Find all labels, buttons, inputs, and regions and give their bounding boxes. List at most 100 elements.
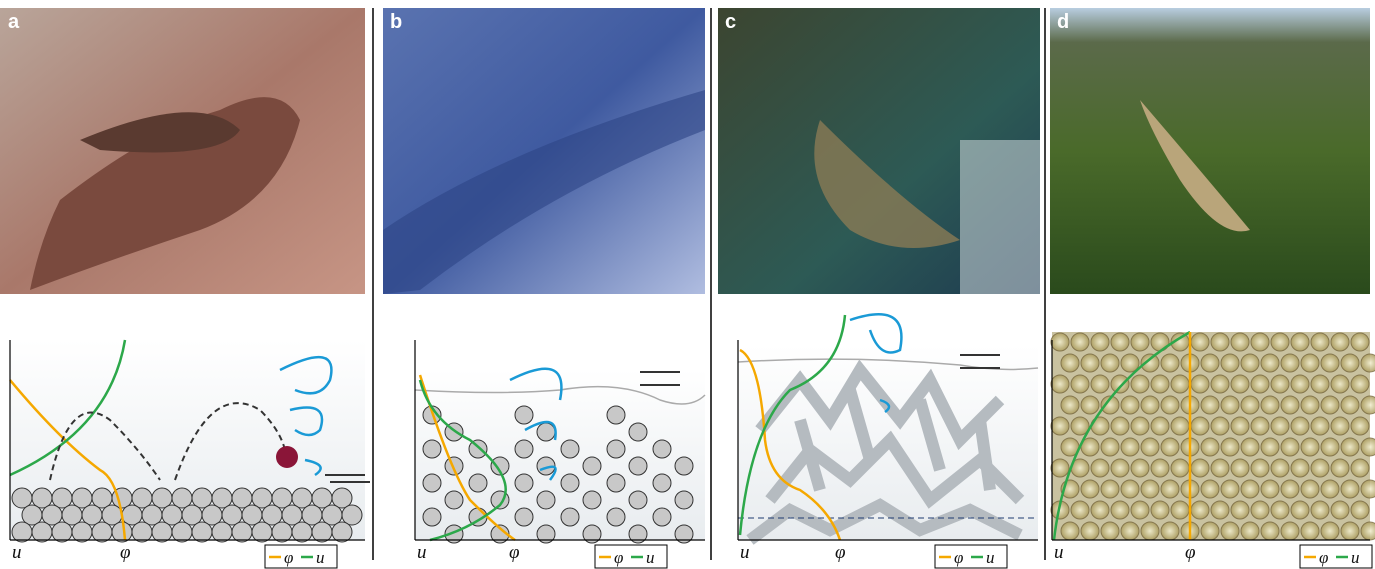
bead xyxy=(1271,417,1289,435)
bead xyxy=(1251,459,1269,477)
bead xyxy=(1081,522,1099,540)
bead xyxy=(1301,354,1319,372)
grain xyxy=(675,491,693,509)
bead xyxy=(1231,375,1249,393)
bead xyxy=(1361,522,1375,540)
legend-entry: u xyxy=(986,548,995,567)
grain xyxy=(152,522,172,542)
axis-label: φ xyxy=(835,542,846,563)
figure: auφφubuφφucuφφuduφφu xyxy=(0,0,1375,569)
grain xyxy=(232,522,252,542)
grain xyxy=(515,474,533,492)
bead xyxy=(1341,354,1359,372)
panel-label: c xyxy=(725,11,736,33)
bead xyxy=(1121,480,1139,498)
bead xyxy=(1131,417,1149,435)
bead xyxy=(1291,501,1309,519)
bead xyxy=(1221,480,1239,498)
panel-label: a xyxy=(8,11,20,33)
grain xyxy=(423,508,441,526)
grain xyxy=(272,522,292,542)
bead xyxy=(1321,522,1339,540)
photo-c xyxy=(718,8,1040,294)
photo-a xyxy=(0,8,365,294)
grain xyxy=(515,440,533,458)
grain xyxy=(561,508,579,526)
bead xyxy=(1131,501,1149,519)
bead xyxy=(1081,354,1099,372)
bead xyxy=(1201,396,1219,414)
bead xyxy=(1311,375,1329,393)
bead xyxy=(1101,522,1119,540)
bead xyxy=(1291,375,1309,393)
bead xyxy=(1301,480,1319,498)
bead xyxy=(1351,333,1369,351)
grain xyxy=(192,522,212,542)
bead xyxy=(1291,333,1309,351)
grain xyxy=(445,491,463,509)
photo-d xyxy=(1050,8,1370,294)
bead xyxy=(1251,417,1269,435)
bead xyxy=(1141,480,1159,498)
bead xyxy=(1301,438,1319,456)
particle xyxy=(276,446,298,468)
bead xyxy=(1111,333,1129,351)
legend-entry: φ xyxy=(284,548,293,567)
bead xyxy=(1231,501,1249,519)
bead xyxy=(1351,501,1369,519)
bead xyxy=(1091,375,1109,393)
bead xyxy=(1151,459,1169,477)
legend-entry: φ xyxy=(954,548,963,567)
bead xyxy=(1191,375,1209,393)
grain xyxy=(132,522,152,542)
grain xyxy=(561,440,579,458)
bead xyxy=(1101,480,1119,498)
bead xyxy=(1281,354,1299,372)
bead xyxy=(1351,417,1369,435)
grain xyxy=(515,508,533,526)
bead xyxy=(1321,396,1339,414)
bead xyxy=(1281,396,1299,414)
bead xyxy=(1321,354,1339,372)
legend-entry: φ xyxy=(614,548,623,567)
photo-b xyxy=(383,8,705,294)
grain xyxy=(607,406,625,424)
bead xyxy=(1211,375,1229,393)
bead xyxy=(1211,333,1229,351)
bead xyxy=(1261,354,1279,372)
axis-label: φ xyxy=(1185,542,1196,563)
bead xyxy=(1361,354,1375,372)
bead xyxy=(1061,522,1079,540)
bead xyxy=(1221,438,1239,456)
bead xyxy=(1351,375,1369,393)
bead xyxy=(1051,333,1069,351)
bead xyxy=(1331,333,1349,351)
bead xyxy=(1171,417,1189,435)
bead xyxy=(1091,459,1109,477)
bead xyxy=(1071,333,1089,351)
bead xyxy=(1161,438,1179,456)
bead xyxy=(1201,438,1219,456)
legend-entry: u xyxy=(1351,548,1360,567)
axis-label: u xyxy=(12,542,22,563)
grain xyxy=(653,508,671,526)
grain xyxy=(12,522,32,542)
grain xyxy=(72,522,92,542)
bead xyxy=(1251,333,1269,351)
bead xyxy=(1051,375,1069,393)
bead xyxy=(1341,522,1359,540)
grain xyxy=(92,522,112,542)
grain xyxy=(629,423,647,441)
grain xyxy=(32,522,52,542)
grain xyxy=(332,522,352,542)
bead xyxy=(1261,396,1279,414)
bead xyxy=(1321,480,1339,498)
bead xyxy=(1111,417,1129,435)
bead xyxy=(1291,417,1309,435)
grain xyxy=(629,457,647,475)
grain xyxy=(172,522,192,542)
axis-label: u xyxy=(740,542,750,563)
bead xyxy=(1051,459,1069,477)
legend-entry: φ xyxy=(1319,548,1328,567)
bead xyxy=(1151,501,1169,519)
